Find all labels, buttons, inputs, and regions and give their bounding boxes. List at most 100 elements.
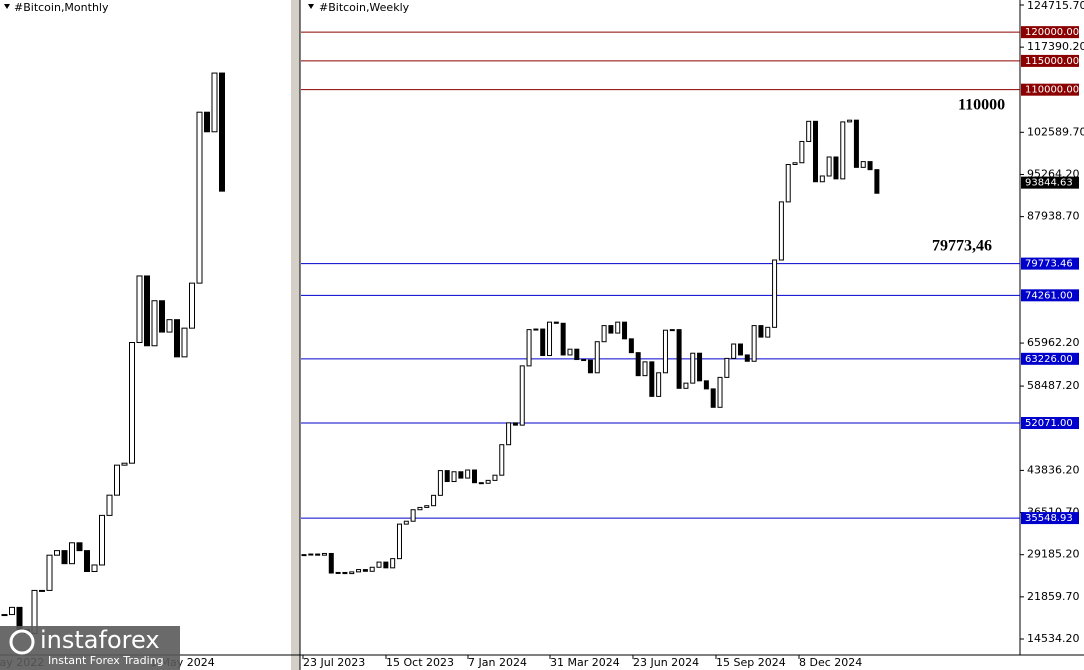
y-tick-label: 21859.70 [1027, 590, 1080, 603]
x-tick-label: 15 Oct 2023 [386, 656, 454, 669]
y-tick-label: 65962.20 [1027, 336, 1080, 349]
candle [335, 571, 341, 574]
candle [410, 509, 416, 522]
candle [724, 357, 730, 378]
candle [744, 354, 750, 362]
candle [656, 372, 662, 397]
candle [356, 569, 362, 573]
candle [396, 523, 402, 560]
candle [635, 352, 641, 377]
y-tick-label: 29185.20 [1027, 548, 1080, 561]
candle [628, 338, 634, 354]
candle [533, 328, 539, 331]
candle [424, 505, 430, 508]
candle [581, 359, 587, 362]
candle [451, 471, 457, 483]
candle [649, 361, 655, 397]
panel-splitter [291, 0, 300, 670]
menu-arrow[interactable] [4, 4, 10, 9]
candle [813, 120, 818, 183]
candle [772, 259, 778, 328]
candle [540, 328, 546, 357]
candle [196, 111, 203, 284]
candle [84, 550, 90, 572]
candle [219, 72, 225, 192]
x-tick-label: 31 Mar 2024 [550, 656, 620, 669]
candle [601, 325, 607, 343]
candle [189, 282, 195, 329]
candle [792, 162, 798, 165]
candle [567, 348, 573, 356]
level-box [1021, 26, 1079, 39]
x-tick-label: 23 Jun 2024 [633, 656, 699, 669]
candle [758, 325, 764, 338]
candle [547, 321, 553, 357]
candle [853, 119, 859, 168]
level-box [1021, 83, 1079, 96]
watermark-tagline: Instant Forex Trading [48, 654, 164, 667]
candle [662, 329, 668, 374]
candle [703, 380, 709, 390]
level-label: 79773.46 [1025, 259, 1073, 270]
candle [458, 471, 464, 479]
candle [478, 482, 484, 485]
level-label: 74261.00 [1025, 290, 1073, 301]
candle [622, 321, 628, 340]
watermark-logo [9, 629, 35, 655]
watermark-brand: instaforex [40, 626, 160, 654]
candle [328, 552, 334, 574]
candle [847, 119, 853, 123]
candle [806, 120, 812, 142]
candle [683, 382, 689, 389]
candle [499, 444, 505, 476]
level-box [1021, 352, 1079, 365]
watermark: instaforex Instant Forex Trading [0, 626, 180, 670]
menu-arrow[interactable] [308, 4, 314, 9]
candle [574, 348, 580, 361]
candle [615, 321, 621, 334]
level-label: 93844.63 [1025, 178, 1073, 189]
candle [485, 479, 491, 484]
candle [91, 564, 98, 572]
candle [676, 329, 682, 389]
candle [697, 352, 703, 382]
candle [403, 520, 409, 525]
candle [46, 554, 53, 591]
candle [799, 140, 805, 164]
candle [1, 614, 8, 617]
candle [99, 514, 105, 566]
candle [526, 329, 532, 367]
x-tick-label: 15 Sep 2024 [716, 656, 786, 669]
level-label: 115000.00 [1025, 56, 1079, 67]
candle [710, 388, 716, 408]
y-tick-label: 117390.20 [1027, 40, 1084, 53]
x-tick-label: 23 Jul 2023 [303, 656, 365, 669]
candle [819, 175, 825, 183]
candle [159, 300, 165, 333]
candle [61, 550, 68, 565]
candle [151, 300, 158, 347]
candle [181, 327, 188, 358]
candle [751, 325, 757, 362]
candle [826, 156, 832, 177]
candle [121, 462, 128, 466]
x-tick-label: 8 Dec 2024 [799, 656, 862, 669]
level-box [1021, 512, 1079, 525]
level-label: 63226.00 [1025, 354, 1073, 365]
level-box [1021, 289, 1079, 302]
candle [506, 422, 512, 446]
candle [608, 325, 614, 334]
candle [587, 359, 593, 374]
candle [833, 156, 839, 180]
candle [874, 169, 880, 194]
candle [9, 606, 15, 616]
candle [390, 558, 396, 569]
candle [136, 275, 143, 344]
x-tick-label: 7 Jan 2024 [468, 656, 527, 669]
candle [211, 72, 218, 133]
candle [114, 464, 120, 496]
candle [383, 561, 389, 569]
y-tick-label: 14534.20 [1027, 632, 1080, 645]
candle [76, 542, 83, 552]
candle [690, 352, 696, 384]
